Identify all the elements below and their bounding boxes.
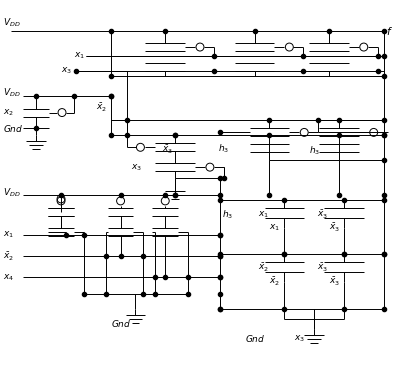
Text: $Gnd$: $Gnd$ xyxy=(4,123,24,134)
Text: $\bar{x}_2$: $\bar{x}_2$ xyxy=(269,276,281,288)
Text: $V_{DD}$: $V_{DD}$ xyxy=(4,87,21,99)
Text: $Gnd$: $Gnd$ xyxy=(245,333,265,344)
Text: $\bar{x}_3$: $\bar{x}_3$ xyxy=(329,222,340,234)
Text: $x_3$: $x_3$ xyxy=(131,163,142,173)
Text: $x_1$: $x_1$ xyxy=(4,230,14,240)
Text: $x_1$: $x_1$ xyxy=(269,222,281,233)
Text: $V_{DD}$: $V_{DD}$ xyxy=(4,16,21,29)
Text: $\bar{x}_2$: $\bar{x}_2$ xyxy=(4,250,14,262)
Text: $x_2$: $x_2$ xyxy=(4,107,14,118)
Text: $\bar{x}_3$: $\bar{x}_3$ xyxy=(317,209,328,221)
Text: $h_3$: $h_3$ xyxy=(218,142,229,154)
Text: $x_3$: $x_3$ xyxy=(61,66,72,76)
Text: $h_3$: $h_3$ xyxy=(309,144,320,156)
Text: $\bar{x}_2$: $\bar{x}_2$ xyxy=(96,101,107,114)
Text: $\bar{x}_2$: $\bar{x}_2$ xyxy=(258,261,269,274)
Text: $f$: $f$ xyxy=(386,25,392,37)
Text: $\bar{x}_3$: $\bar{x}_3$ xyxy=(162,144,174,156)
Text: $\bar{x}_3$: $\bar{x}_3$ xyxy=(317,261,328,274)
Text: $V_{DD}$: $V_{DD}$ xyxy=(4,187,21,199)
Text: $\bar{x}_3$: $\bar{x}_3$ xyxy=(329,276,340,288)
Text: $x_1$: $x_1$ xyxy=(74,51,85,61)
Text: $x_4$: $x_4$ xyxy=(4,272,15,283)
Text: $Gnd$: $Gnd$ xyxy=(111,318,131,330)
Text: $x_1$: $x_1$ xyxy=(258,210,269,220)
Text: $x_3$: $x_3$ xyxy=(294,334,305,344)
Text: $h_3$: $h_3$ xyxy=(222,209,233,221)
